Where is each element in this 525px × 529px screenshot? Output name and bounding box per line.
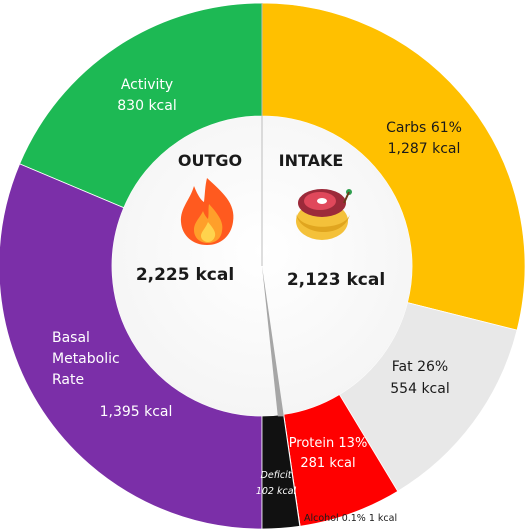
carbs-name-percent: Carbs 61% [386,120,462,136]
bmr-name-line-2: Metabolic [52,351,120,367]
deficit-kcal: 102 kcal [256,486,297,497]
food-icon [296,189,352,240]
activity-name: Activity [121,77,173,93]
alcohol-name-percent: Alcohol 0.1% 1 kcal [304,513,397,524]
fat-label: Fat 26% 554 kcal [390,359,449,397]
alcohol-label: Alcohol 0.1% 1 kcal [304,513,397,524]
alcohol-wedge [262,266,284,417]
protein-kcal: 281 kcal [300,456,355,471]
carbs-kcal: 1,287 kcal [388,141,461,157]
deficit-label: Deficit 102 kcal [256,470,297,497]
bmr-label: Basal Metabolic Rate 1,395 kcal [52,330,172,420]
fat-name-percent: Fat 26% [392,359,448,375]
activity-kcal: 830 kcal [117,98,176,114]
intake-title: INTAKE [279,151,344,170]
protein-label: Protein 13% 281 kcal [289,436,368,471]
bmr-name-line-3: Rate [52,372,84,388]
fat-kcal: 554 kcal [390,381,449,397]
outgo-title: OUTGO [178,151,242,170]
deficit-name: Deficit [261,470,293,481]
bmr-name-line-1: Basal [52,330,90,346]
outgo-total: 2,225 kcal [136,265,234,285]
protein-name-percent: Protein 13% [289,436,368,451]
carbs-label: Carbs 61% 1,287 kcal [386,120,462,157]
bmr-kcal: 1,395 kcal [100,404,173,420]
intake-total: 2,123 kcal [287,270,385,290]
activity-label: Activity 830 kcal [117,77,176,114]
flame-icon [180,178,234,245]
